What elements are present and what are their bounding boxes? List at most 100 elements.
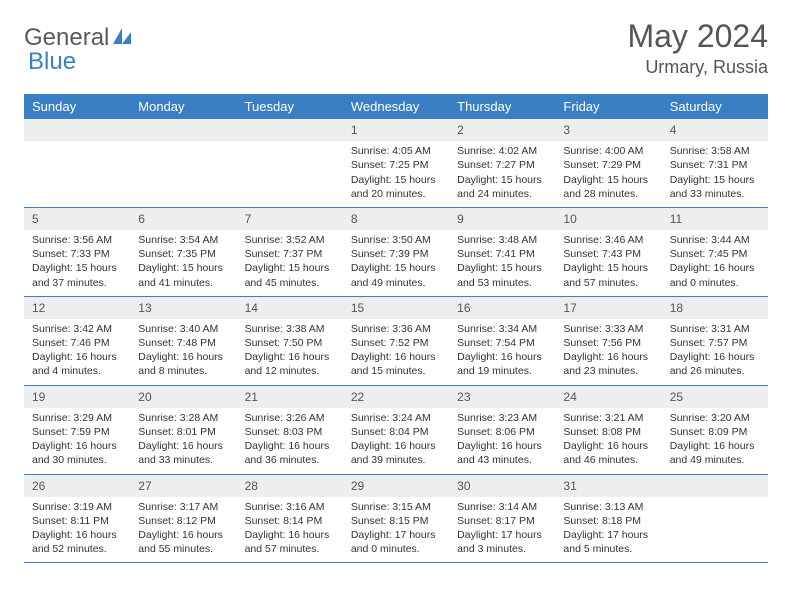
- day-cell: 23Sunrise: 3:23 AMSunset: 8:06 PMDayligh…: [449, 386, 555, 474]
- daylight-text-2: and 49 minutes.: [351, 276, 441, 290]
- daylight-text-1: Daylight: 16 hours: [245, 439, 335, 453]
- daylight-text-1: Daylight: 15 hours: [245, 261, 335, 275]
- day-content: Sunrise: 3:19 AMSunset: 8:11 PMDaylight:…: [24, 497, 130, 563]
- day-cell: 19Sunrise: 3:29 AMSunset: 7:59 PMDayligh…: [24, 386, 130, 474]
- daylight-text-2: and 23 minutes.: [563, 364, 653, 378]
- day-cell: 21Sunrise: 3:26 AMSunset: 8:03 PMDayligh…: [237, 386, 343, 474]
- daylight-text-2: and 24 minutes.: [457, 187, 547, 201]
- daylight-text-1: Daylight: 16 hours: [32, 528, 122, 542]
- logo-part2-wrap: Blue: [28, 48, 76, 76]
- sunset-text: Sunset: 7:35 PM: [138, 247, 228, 261]
- day-number: 18: [662, 297, 768, 319]
- day-number: 9: [449, 208, 555, 230]
- day-cell: 14Sunrise: 3:38 AMSunset: 7:50 PMDayligh…: [237, 297, 343, 385]
- day-number: 29: [343, 475, 449, 497]
- day-cell: 22Sunrise: 3:24 AMSunset: 8:04 PMDayligh…: [343, 386, 449, 474]
- day-number: 27: [130, 475, 236, 497]
- day-header-sun: Sunday: [24, 94, 130, 119]
- day-content: Sunrise: 3:23 AMSunset: 8:06 PMDaylight:…: [449, 408, 555, 474]
- sunrise-text: Sunrise: 3:36 AM: [351, 322, 441, 336]
- day-number: 20: [130, 386, 236, 408]
- day-cell: 8Sunrise: 3:50 AMSunset: 7:39 PMDaylight…: [343, 208, 449, 296]
- day-number: 22: [343, 386, 449, 408]
- daylight-text-2: and 57 minutes.: [245, 542, 335, 556]
- daylight-text-1: Daylight: 16 hours: [138, 528, 228, 542]
- day-number: 15: [343, 297, 449, 319]
- day-cell: 28Sunrise: 3:16 AMSunset: 8:14 PMDayligh…: [237, 475, 343, 563]
- daylight-text-2: and 39 minutes.: [351, 453, 441, 467]
- day-content: Sunrise: 3:52 AMSunset: 7:37 PMDaylight:…: [237, 230, 343, 296]
- daylight-text-2: and 41 minutes.: [138, 276, 228, 290]
- sunrise-text: Sunrise: 3:23 AM: [457, 411, 547, 425]
- daylight-text-2: and 53 minutes.: [457, 276, 547, 290]
- day-cell: 7Sunrise: 3:52 AMSunset: 7:37 PMDaylight…: [237, 208, 343, 296]
- month-title: May 2024: [627, 18, 768, 55]
- sunset-text: Sunset: 7:37 PM: [245, 247, 335, 261]
- day-header-sat: Saturday: [662, 94, 768, 119]
- daylight-text-1: Daylight: 17 hours: [563, 528, 653, 542]
- sunrise-text: Sunrise: 3:50 AM: [351, 233, 441, 247]
- week-row: 1Sunrise: 4:05 AMSunset: 7:25 PMDaylight…: [24, 119, 768, 208]
- sunrise-text: Sunrise: 3:17 AM: [138, 500, 228, 514]
- day-header-thu: Thursday: [449, 94, 555, 119]
- sunset-text: Sunset: 7:56 PM: [563, 336, 653, 350]
- daylight-text-1: Daylight: 16 hours: [351, 350, 441, 364]
- day-content: Sunrise: 3:42 AMSunset: 7:46 PMDaylight:…: [24, 319, 130, 385]
- sunset-text: Sunset: 7:31 PM: [670, 158, 760, 172]
- day-number: 14: [237, 297, 343, 319]
- day-cell: 3Sunrise: 4:00 AMSunset: 7:29 PMDaylight…: [555, 119, 661, 207]
- daylight-text-1: Daylight: 16 hours: [245, 528, 335, 542]
- sunrise-text: Sunrise: 3:19 AM: [32, 500, 122, 514]
- day-content: Sunrise: 3:31 AMSunset: 7:57 PMDaylight:…: [662, 319, 768, 385]
- sunrise-text: Sunrise: 3:46 AM: [563, 233, 653, 247]
- daylight-text-1: Daylight: 15 hours: [32, 261, 122, 275]
- daylight-text-1: Daylight: 16 hours: [32, 439, 122, 453]
- day-number-empty: [237, 119, 343, 141]
- day-content: Sunrise: 3:15 AMSunset: 8:15 PMDaylight:…: [343, 497, 449, 563]
- sunrise-text: Sunrise: 3:44 AM: [670, 233, 760, 247]
- day-content: Sunrise: 3:50 AMSunset: 7:39 PMDaylight:…: [343, 230, 449, 296]
- daylight-text-1: Daylight: 16 hours: [563, 350, 653, 364]
- daylight-text-1: Daylight: 15 hours: [563, 173, 653, 187]
- sunrise-text: Sunrise: 3:56 AM: [32, 233, 122, 247]
- daylight-text-2: and 4 minutes.: [32, 364, 122, 378]
- day-header-fri: Friday: [555, 94, 661, 119]
- daylight-text-1: Daylight: 15 hours: [138, 261, 228, 275]
- day-content: Sunrise: 3:54 AMSunset: 7:35 PMDaylight:…: [130, 230, 236, 296]
- daylight-text-2: and 33 minutes.: [670, 187, 760, 201]
- day-content: Sunrise: 3:13 AMSunset: 8:18 PMDaylight:…: [555, 497, 661, 563]
- sunset-text: Sunset: 7:43 PM: [563, 247, 653, 261]
- daylight-text-1: Daylight: 17 hours: [457, 528, 547, 542]
- day-number-empty: [130, 119, 236, 141]
- day-cell: 2Sunrise: 4:02 AMSunset: 7:27 PMDaylight…: [449, 119, 555, 207]
- sunset-text: Sunset: 8:01 PM: [138, 425, 228, 439]
- day-number: 25: [662, 386, 768, 408]
- day-number: 3: [555, 119, 661, 141]
- day-number: 23: [449, 386, 555, 408]
- daylight-text-2: and 3 minutes.: [457, 542, 547, 556]
- sunset-text: Sunset: 7:48 PM: [138, 336, 228, 350]
- day-cell: 29Sunrise: 3:15 AMSunset: 8:15 PMDayligh…: [343, 475, 449, 563]
- sunset-text: Sunset: 7:52 PM: [351, 336, 441, 350]
- daylight-text-2: and 49 minutes.: [670, 453, 760, 467]
- sunrise-text: Sunrise: 3:58 AM: [670, 144, 760, 158]
- sunset-text: Sunset: 7:29 PM: [563, 158, 653, 172]
- day-number: 16: [449, 297, 555, 319]
- sunrise-text: Sunrise: 3:28 AM: [138, 411, 228, 425]
- day-number: 26: [24, 475, 130, 497]
- day-cell: 18Sunrise: 3:31 AMSunset: 7:57 PMDayligh…: [662, 297, 768, 385]
- sunset-text: Sunset: 7:45 PM: [670, 247, 760, 261]
- daylight-text-2: and 0 minutes.: [670, 276, 760, 290]
- day-content: Sunrise: 3:40 AMSunset: 7:48 PMDaylight:…: [130, 319, 236, 385]
- sunset-text: Sunset: 8:06 PM: [457, 425, 547, 439]
- day-header-tue: Tuesday: [237, 94, 343, 119]
- daylight-text-2: and 12 minutes.: [245, 364, 335, 378]
- daylight-text-2: and 33 minutes.: [138, 453, 228, 467]
- sunrise-text: Sunrise: 3:42 AM: [32, 322, 122, 336]
- day-cell: 26Sunrise: 3:19 AMSunset: 8:11 PMDayligh…: [24, 475, 130, 563]
- sunrise-text: Sunrise: 3:48 AM: [457, 233, 547, 247]
- sunrise-text: Sunrise: 3:13 AM: [563, 500, 653, 514]
- day-number: 19: [24, 386, 130, 408]
- sunset-text: Sunset: 7:57 PM: [670, 336, 760, 350]
- day-content: Sunrise: 4:05 AMSunset: 7:25 PMDaylight:…: [343, 141, 449, 207]
